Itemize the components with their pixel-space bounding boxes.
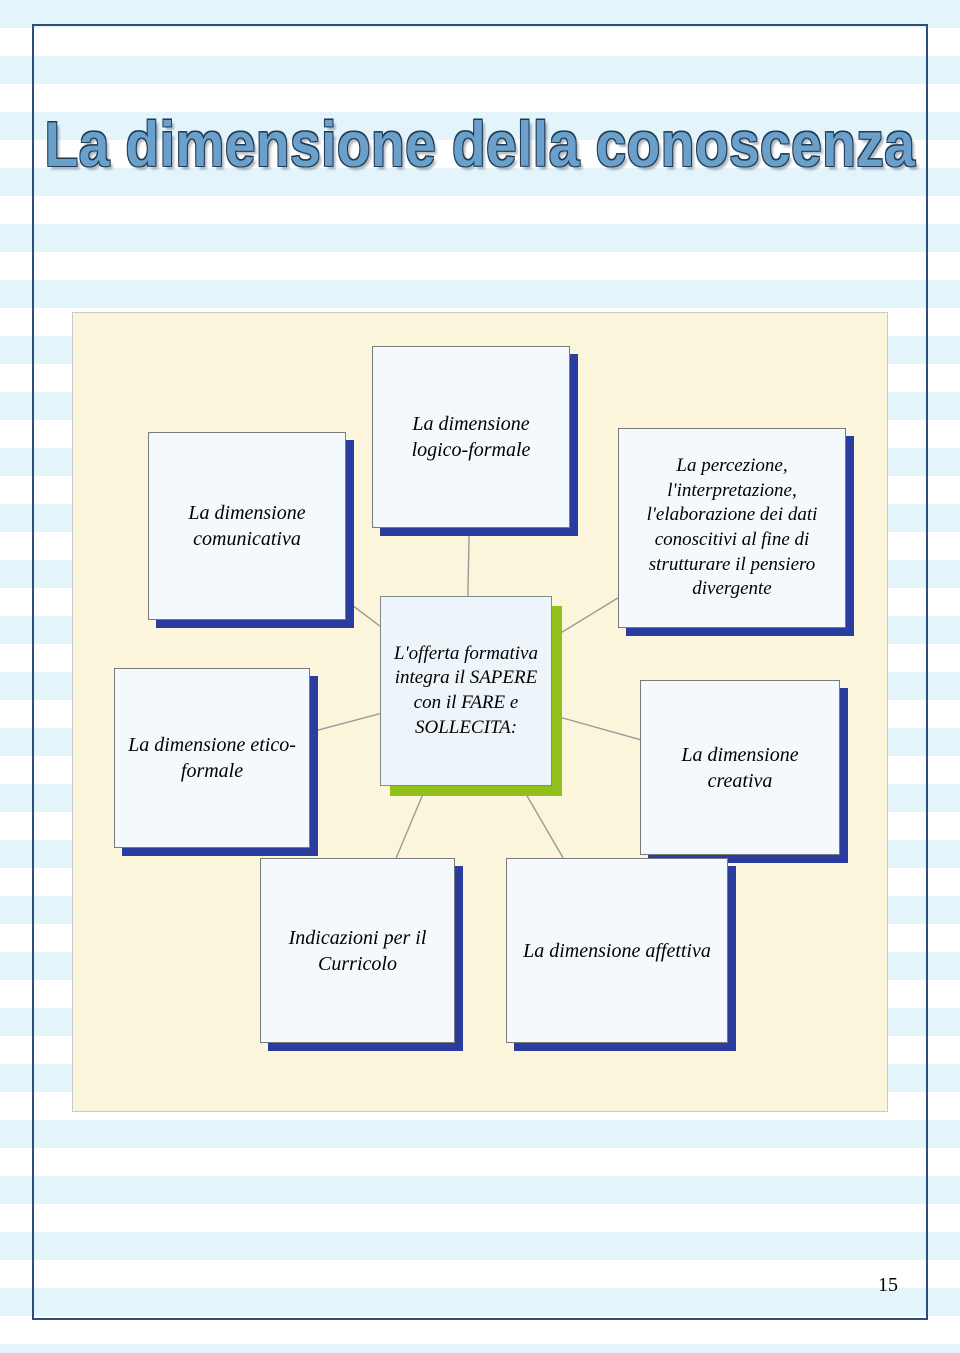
page-title: La dimensione della conoscenza (0, 107, 960, 181)
node-comunicativa-text: La dimensione comunicativa (159, 500, 335, 552)
node-percezione: La percezione, l'interpretazione, l'elab… (618, 428, 846, 628)
center-node-text: L'offerta formativa integra il SAPERE co… (391, 642, 541, 741)
node-curricolo-text: Indicazioni per il Curricolo (271, 925, 444, 977)
node-logico: La dimensione logico-formale (372, 346, 570, 528)
node-creativa: La dimensione creativa (640, 680, 840, 855)
node-creativa-text: La dimensione creativa (651, 742, 829, 794)
node-affettiva: La dimensione affettiva (506, 858, 728, 1043)
node-etico-text: La dimensione etico-formale (125, 732, 299, 784)
page-number: 15 (878, 1274, 898, 1297)
node-curricolo: Indicazioni per il Curricolo (260, 858, 455, 1043)
node-percezione-text: La percezione, l'interpretazione, l'elab… (629, 454, 835, 602)
center-node: L'offerta formativa integra il SAPERE co… (380, 596, 552, 786)
node-comunicativa: La dimensione comunicativa (148, 432, 346, 620)
node-logico-text: La dimensione logico-formale (383, 411, 559, 463)
node-etico: La dimensione etico-formale (114, 668, 310, 848)
node-affettiva-text: La dimensione affettiva (517, 938, 717, 964)
